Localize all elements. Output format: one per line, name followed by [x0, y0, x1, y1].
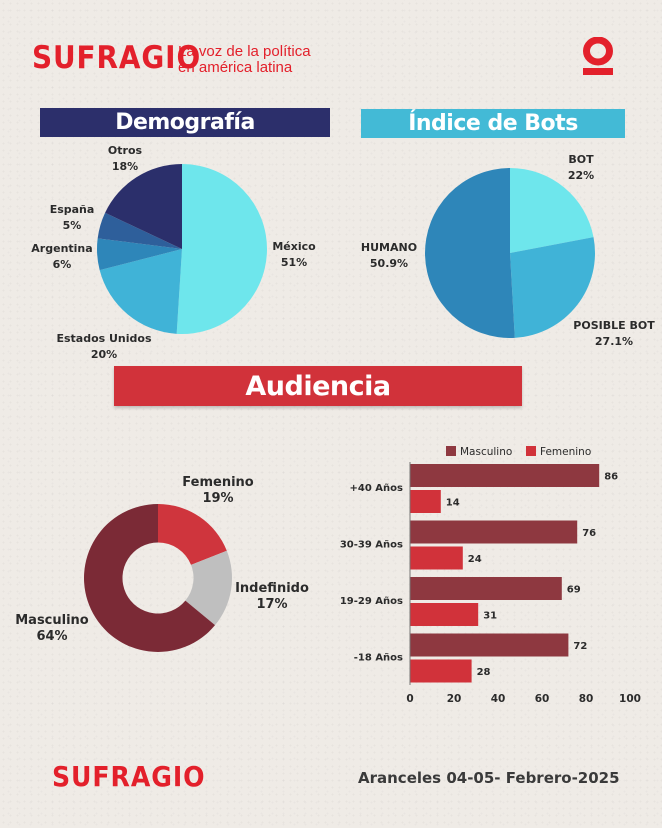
legend-swatch-masculino	[446, 446, 456, 456]
label-posible-bot-value: 27.1%	[594, 335, 634, 348]
bar-masculino-18-anos	[410, 633, 569, 657]
pie-slice-otros	[105, 164, 182, 249]
bar-femenino-40-anos	[410, 490, 441, 513]
label-masculino-name: Masculino	[15, 613, 89, 628]
x-tick-label-40: 40	[491, 693, 506, 705]
legend-swatch-femenino	[526, 446, 536, 456]
pie-slice-espana	[97, 212, 182, 249]
tagline-line-2: en américa latina	[178, 59, 293, 76]
category-label-18-anos: -18 Años	[354, 653, 403, 664]
label-mexico-value: 51%	[280, 256, 308, 269]
label-masculino: Masculino 64%	[10, 613, 94, 645]
banner-demografia: Demografía	[40, 108, 330, 137]
label-eeuu-name: Estados Unidos	[56, 332, 152, 345]
label-argentina-name: Argentina	[31, 242, 93, 255]
banner-bots: Índice de Bots	[361, 109, 625, 138]
label-femenino: Femenino 19%	[178, 475, 258, 507]
label-bot: BOT 22%	[556, 152, 606, 184]
pie-slice-argentina	[97, 238, 182, 271]
label-humano: HUMANO 50.9%	[354, 240, 424, 272]
x-tick-label-60: 60	[535, 693, 550, 705]
bar-value-femenino-18-anos: 28	[477, 667, 491, 678]
label-bot-value: 22%	[567, 169, 595, 182]
label-humano-name: HUMANO	[360, 241, 418, 254]
banner-bots-label: Índice de Bots	[408, 111, 578, 136]
x-tick-label-0: 0	[406, 693, 413, 705]
pie-slice-mexico	[176, 164, 267, 334]
bar-masculino-40-anos	[410, 464, 600, 487]
category-label-19-29-anos: 19-29 Años	[340, 596, 403, 607]
label-espana: España 5%	[44, 202, 100, 234]
label-estados-unidos: Estados Unidos 20%	[52, 331, 156, 363]
category-label-30-39-anos: 30-39 Años	[340, 540, 403, 551]
label-mexico-name: México	[272, 240, 316, 253]
demografia-pie-chart	[97, 164, 267, 334]
bar-value-femenino-19-29-anos: 31	[483, 611, 497, 622]
label-femenino-value: 19%	[202, 491, 234, 506]
legend-label-femenino: Femenino	[540, 446, 591, 458]
label-indefinido-name: Indefinido	[235, 581, 309, 596]
x-tick-label-20: 20	[447, 693, 462, 705]
pie-slice-indefinido	[185, 550, 233, 626]
label-eeuu-value: 20%	[90, 348, 118, 361]
audiencia-donut-chart	[83, 504, 233, 652]
bar-value-masculino-40-anos: 86	[604, 472, 618, 483]
label-masculino-value: 64%	[36, 629, 68, 644]
age-gender-bar-chart: Masculino Femenino +40 Años 86 14 30-39 Años 7…	[340, 446, 641, 705]
pie-slice-masculino	[83, 504, 216, 652]
pie-slice-estados-unidos	[99, 249, 182, 334]
bar-masculino-19-29-anos	[410, 577, 562, 600]
label-femenino-name: Femenino	[182, 475, 254, 490]
label-espana-name: España	[49, 203, 95, 216]
bar-femenino-19-29-anos	[410, 603, 479, 626]
label-espana-value: 5%	[62, 219, 82, 232]
pie-slice-posible-bot	[510, 237, 595, 338]
bar-value-femenino-30-39-anos: 24	[468, 554, 482, 565]
bar-masculino-30-39-anos	[410, 520, 578, 544]
category-label-40-anos: +40 Años	[350, 483, 404, 494]
label-posible-bot: POSIBLE BOT 27.1%	[568, 318, 660, 350]
x-tick-label-80: 80	[579, 693, 594, 705]
banner-audiencia-label: Audiencia	[245, 370, 391, 402]
label-otros-name: Otros	[107, 144, 143, 157]
sufragio-o-icon	[583, 37, 613, 75]
footer-logo: SUFRAGIO	[52, 760, 206, 793]
label-bot-name: BOT	[568, 153, 594, 166]
pie-slice-bot	[510, 168, 594, 253]
bar-femenino-30-39-anos	[410, 546, 463, 570]
bar-femenino-18-anos	[410, 659, 472, 683]
label-otros-value: 18%	[111, 160, 139, 173]
x-tick-label-100: 100	[619, 693, 641, 705]
pie-slice-femenino	[158, 504, 227, 565]
bar-value-masculino-19-29-anos: 69	[567, 585, 581, 596]
label-argentina-value: 6%	[52, 258, 72, 271]
bar-value-masculino-18-anos: 72	[573, 641, 587, 652]
bots-pie-chart	[425, 168, 595, 338]
banner-audiencia: Audiencia	[114, 366, 522, 406]
label-indefinido-value: 17%	[256, 597, 288, 612]
pie-slice-humano	[425, 168, 515, 338]
label-posible-bot-name: POSIBLE BOT	[573, 319, 655, 332]
bar-value-masculino-30-39-anos: 76	[582, 528, 596, 539]
brand-logo: SUFRAGIO	[32, 40, 202, 76]
label-otros: Otros 18%	[100, 143, 150, 175]
label-humano-value: 50.9%	[369, 257, 409, 270]
label-argentina: Argentina 6%	[28, 241, 96, 273]
label-mexico: México 51%	[268, 239, 320, 271]
brand-tagline: La voz de la política en américa latina	[178, 44, 311, 76]
banner-demografia-label: Demografía	[115, 110, 255, 135]
footer-caption: Aranceles 04-05- Febrero-2025	[358, 769, 620, 787]
legend-label-masculino: Masculino	[460, 446, 512, 458]
tagline-line-1: La voz de la política	[178, 43, 311, 60]
bar-value-femenino-40-anos: 14	[446, 498, 460, 509]
label-indefinido: Indefinido 17%	[232, 581, 312, 613]
